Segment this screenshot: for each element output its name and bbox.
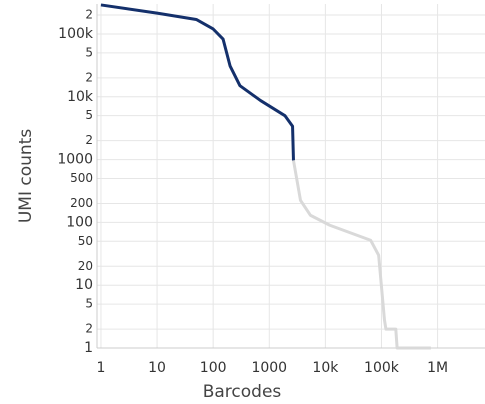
- x-tick-label: 10: [148, 360, 166, 376]
- y-tick-label: 200: [70, 196, 93, 210]
- y-tick-label: 500: [70, 171, 93, 185]
- x-tick-label: 1M: [427, 360, 448, 376]
- y-tick-label: 20: [78, 259, 93, 273]
- x-tick-label: 100k: [364, 360, 400, 376]
- y-axis-label: UMI counts: [16, 129, 36, 223]
- x-axis-label: Barcodes: [203, 382, 282, 402]
- line: [100, 3, 295, 161]
- y-tick-label: 1: [84, 340, 93, 356]
- x-tick-label: 1000: [251, 360, 287, 376]
- y-tick-label: 100k: [58, 26, 94, 42]
- y-tick-label: 10k: [67, 89, 94, 105]
- y-tick-label: 10: [75, 277, 93, 293]
- x-tick-label: 1: [96, 360, 105, 376]
- x-tick-label: 100: [200, 360, 227, 376]
- y-tick-label: 2: [85, 322, 93, 336]
- y-tick-label: 5: [85, 297, 93, 311]
- x-tick-label: 10k: [312, 360, 339, 376]
- y-tick-label: 2: [85, 70, 93, 84]
- y-tick-label: 5: [85, 108, 93, 122]
- y-tick-label: 100: [66, 214, 93, 230]
- y-tick-label: 2: [85, 8, 93, 22]
- y-tick-label: 1000: [57, 152, 93, 168]
- y-tick-label: 50: [78, 234, 93, 248]
- y-tick-label: 2: [85, 133, 93, 147]
- y-tick-label: 5: [85, 45, 93, 59]
- line: [291, 160, 431, 350]
